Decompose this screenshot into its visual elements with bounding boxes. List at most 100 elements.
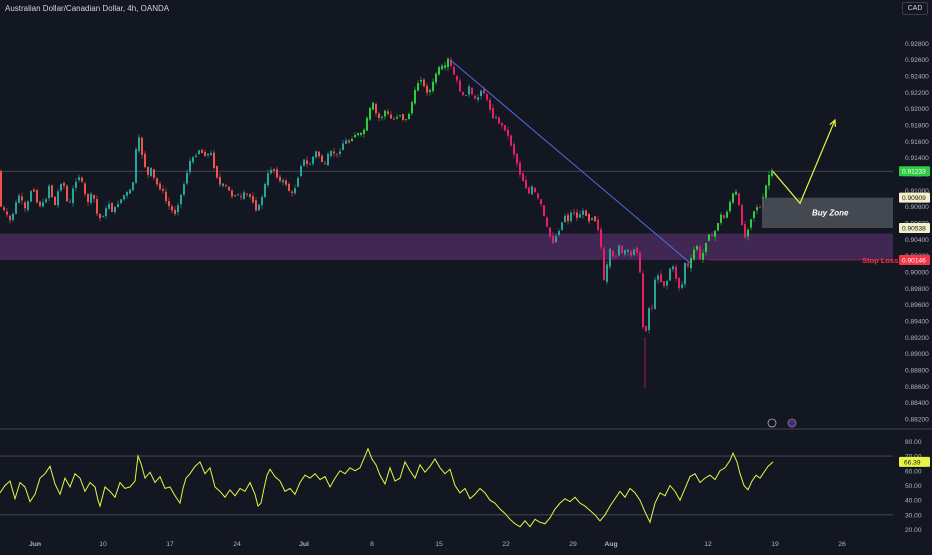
candle-body bbox=[99, 213, 101, 219]
stop-price-tag: 0.90146 bbox=[902, 257, 926, 264]
candle-body bbox=[771, 170, 773, 177]
candle-body bbox=[198, 150, 200, 155]
candle-body bbox=[294, 188, 296, 194]
candle-body bbox=[408, 113, 410, 120]
candle-body bbox=[57, 191, 59, 206]
candle-body bbox=[402, 113, 404, 121]
candle-body bbox=[150, 167, 152, 177]
candle-body bbox=[273, 169, 275, 171]
buy-top-tag: 0.90909 bbox=[902, 195, 926, 202]
candle-body bbox=[573, 212, 575, 214]
candle-body bbox=[609, 248, 611, 267]
candle-body bbox=[81, 177, 83, 182]
candle-body bbox=[162, 189, 164, 191]
candle-body bbox=[540, 199, 542, 205]
candle-body bbox=[159, 183, 161, 190]
candle-body bbox=[414, 90, 416, 104]
candle-body bbox=[39, 201, 41, 207]
candle-body bbox=[396, 117, 398, 119]
candle-body bbox=[660, 274, 662, 283]
candle-body bbox=[69, 201, 71, 203]
candle-body bbox=[129, 189, 131, 194]
candle-body bbox=[444, 65, 446, 68]
candle-body bbox=[123, 195, 125, 200]
rsi-tick-label: 40.00 bbox=[905, 498, 922, 505]
candle-body bbox=[189, 160, 191, 173]
candle-body bbox=[66, 185, 68, 202]
price-tick-label: 0.89000 bbox=[905, 351, 929, 358]
candle-body bbox=[681, 284, 683, 288]
candle-body bbox=[420, 80, 422, 82]
candle-body bbox=[210, 153, 212, 155]
candle-body bbox=[216, 166, 218, 178]
candle-body bbox=[741, 205, 743, 226]
candle-body bbox=[372, 102, 374, 110]
candle-body bbox=[312, 156, 314, 164]
candle-body bbox=[267, 173, 269, 186]
time-tick-label: 15 bbox=[435, 541, 443, 548]
candle-body bbox=[486, 94, 488, 100]
candle-body bbox=[33, 189, 35, 192]
candle-body bbox=[672, 266, 674, 270]
candle-body bbox=[132, 182, 134, 191]
buy-zone-label: Buy Zone bbox=[812, 209, 849, 218]
candle-body bbox=[87, 194, 89, 203]
candle-body bbox=[174, 209, 176, 214]
price-tick-label: 0.92000 bbox=[905, 106, 929, 113]
candle-body bbox=[180, 194, 182, 205]
time-tick-label: Aug bbox=[604, 541, 617, 548]
candle-body bbox=[348, 140, 350, 143]
candle-body bbox=[735, 191, 737, 195]
candle-body bbox=[156, 178, 158, 185]
candle-body bbox=[381, 116, 383, 118]
price-tick-label: 0.89200 bbox=[905, 335, 929, 342]
candle-body bbox=[765, 185, 767, 199]
candle-body bbox=[510, 135, 512, 146]
price-tick-label: 0.88200 bbox=[905, 416, 929, 423]
candle-body bbox=[168, 201, 170, 206]
candle-body bbox=[543, 205, 545, 216]
candle-body bbox=[564, 215, 566, 223]
event-icon bbox=[767, 418, 777, 428]
candle-body bbox=[675, 266, 677, 279]
candle-body bbox=[117, 203, 119, 207]
candle-body bbox=[759, 207, 761, 208]
candle-body bbox=[720, 214, 722, 223]
price-tick-label: 0.89800 bbox=[905, 286, 929, 293]
candle-body bbox=[9, 215, 11, 221]
price-tick-label: 0.92400 bbox=[905, 73, 929, 80]
panel-separator bbox=[0, 428, 932, 430]
buy-zone-box bbox=[762, 197, 893, 228]
candle-body bbox=[297, 177, 299, 187]
chart-title: Australian Dollar/Canadian Dollar, 4h, O… bbox=[5, 4, 170, 13]
current-price-tag: 0.91233 bbox=[902, 169, 926, 176]
candle-body bbox=[693, 249, 695, 260]
candle-body bbox=[321, 155, 323, 163]
time-tick-label: 26 bbox=[838, 541, 846, 548]
currency-button[interactable]: CAD bbox=[902, 2, 928, 15]
candle-body bbox=[654, 279, 656, 309]
candle-body bbox=[72, 188, 74, 204]
candle-body bbox=[333, 151, 335, 154]
candle-body bbox=[213, 152, 215, 168]
candle-body bbox=[489, 99, 491, 110]
candle-body bbox=[501, 123, 503, 126]
candle-body bbox=[468, 86, 470, 95]
price-tick-label: 0.92600 bbox=[905, 57, 929, 64]
candle-body bbox=[471, 87, 473, 95]
candle-body bbox=[723, 215, 725, 219]
candle-body bbox=[315, 151, 317, 158]
rsi-value-tag-bg bbox=[899, 456, 930, 467]
price-tick-label: 0.91000 bbox=[905, 188, 929, 195]
candle-body bbox=[678, 277, 680, 289]
time-tick-label: 12 bbox=[704, 541, 712, 548]
candle-body bbox=[126, 192, 128, 196]
candle-body bbox=[300, 165, 302, 177]
candle-body bbox=[153, 169, 155, 178]
candle-body bbox=[576, 212, 578, 218]
candle-body bbox=[327, 153, 329, 166]
candle-body bbox=[483, 89, 485, 94]
candle-body bbox=[186, 172, 188, 184]
